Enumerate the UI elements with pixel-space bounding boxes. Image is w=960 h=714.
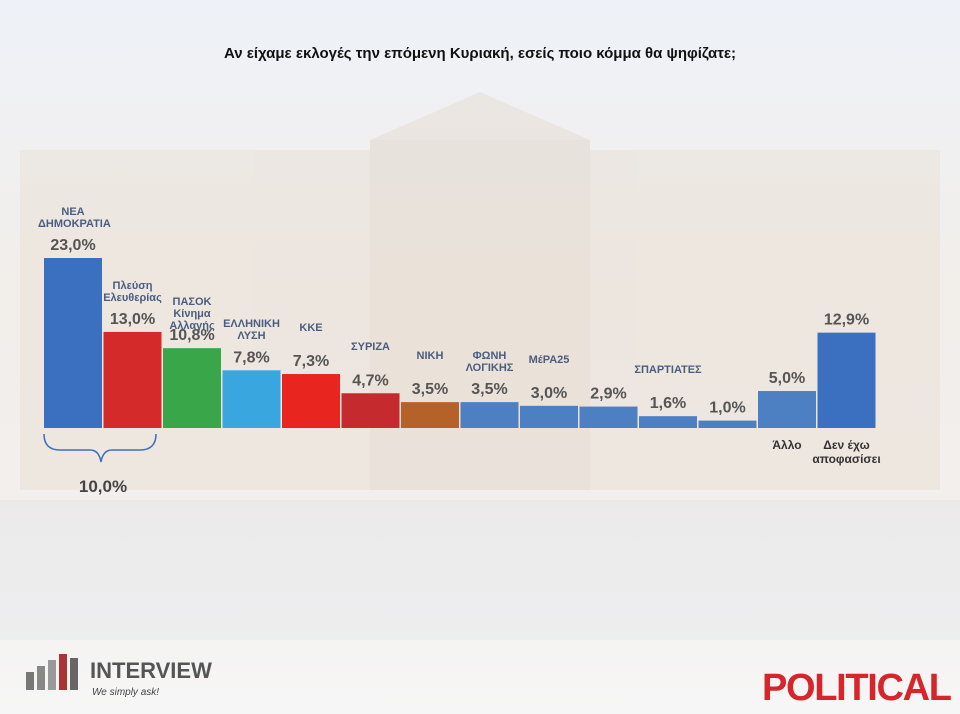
brand: INTERVIEW bbox=[90, 658, 212, 683]
bar bbox=[401, 402, 459, 428]
value-label: 5,0% bbox=[769, 370, 805, 387]
bar bbox=[520, 405, 578, 428]
slogan: We simply ask! bbox=[92, 687, 159, 698]
value-label: 23,0% bbox=[50, 237, 95, 254]
bar bbox=[460, 402, 519, 428]
bar bbox=[103, 331, 162, 428]
value-label: 10,8% bbox=[169, 327, 214, 344]
value-label: 1,0% bbox=[709, 400, 745, 417]
category-label: ΜέΡΑ25 bbox=[528, 353, 570, 366]
value-label: 7,3% bbox=[293, 353, 329, 370]
value-label: 2,9% bbox=[590, 386, 626, 403]
value-label: 7,8% bbox=[233, 349, 269, 366]
category-label: ΝΕΑ ΔΗΜΟΚΡΑΤΙΑ bbox=[38, 206, 111, 230]
media-logo: POLITICAL bbox=[762, 667, 952, 709]
category-label: ΚΚΕ bbox=[299, 322, 323, 335]
bar bbox=[579, 406, 638, 428]
category-label: Δεν έχω αποφασίσει bbox=[812, 438, 881, 466]
bar bbox=[639, 416, 697, 428]
bar bbox=[817, 332, 876, 428]
value-label: 3,0% bbox=[531, 385, 567, 402]
bar bbox=[698, 420, 757, 428]
value-label: 12,9% bbox=[824, 312, 869, 329]
bar bbox=[282, 374, 340, 428]
bracket bbox=[43, 433, 157, 463]
value-label: 1,6% bbox=[650, 395, 686, 412]
bar bbox=[222, 370, 281, 428]
value-label: 3,5% bbox=[471, 381, 507, 398]
bar bbox=[163, 348, 221, 428]
category-label: ΕΛΛΗΝΙΚΗ ΛΥΣΗ bbox=[223, 318, 280, 343]
value-label: 3,5% bbox=[412, 381, 448, 398]
background-building bbox=[0, 92, 960, 640]
interview-logo bbox=[26, 654, 78, 690]
category-label: ΦΩΝΗ ΛΟΓΙΚΗΣ bbox=[465, 350, 514, 375]
category-label: ΣΥΡΙΖΑ bbox=[351, 341, 390, 354]
bar bbox=[758, 391, 816, 428]
annotation: 10,0% bbox=[79, 477, 127, 496]
category-label: ΣΠΑΡΤΙΑΤΕΣ bbox=[634, 364, 702, 377]
category-label: ΠΑΣΟΚ Κίνημα Αλλαγής bbox=[169, 296, 215, 333]
bar bbox=[341, 393, 400, 428]
value-label: 13,0% bbox=[110, 311, 155, 328]
bar bbox=[44, 258, 102, 428]
value-label: 4,7% bbox=[352, 372, 388, 389]
category-label: Άλλο bbox=[772, 438, 802, 452]
category-label: ΝΙΚΗ bbox=[416, 350, 444, 363]
category-label: Πλεύση Ελευθερίας bbox=[103, 279, 162, 304]
chart-title: Αν είχαμε εκλογές την επόμενη Κυριακή, ε… bbox=[224, 45, 736, 62]
